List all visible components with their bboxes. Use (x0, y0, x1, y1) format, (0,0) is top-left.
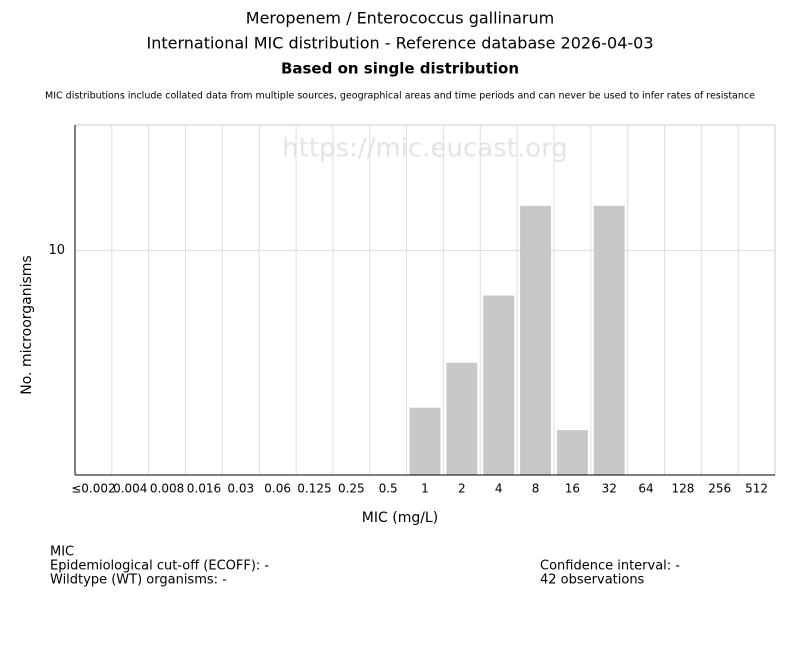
bar (593, 205, 625, 475)
bar (446, 362, 478, 475)
chart-subtitle: International MIC distribution - Referen… (146, 34, 653, 53)
footer-text: Confidence interval: - (540, 559, 680, 574)
x-tick-label: 0.25 (338, 482, 365, 496)
x-tick-label: 4 (495, 482, 503, 496)
y-tick-label: 10 (48, 243, 65, 258)
x-tick-label: ≤0.002 (71, 482, 115, 496)
footer-text: Epidemiological cut-off (ECOFF): - (50, 559, 269, 574)
x-tick-label: 0.016 (187, 482, 221, 496)
x-tick-label: 64 (638, 482, 653, 496)
x-tick-label: 128 (671, 482, 694, 496)
bar (483, 295, 515, 475)
x-tick-label: 0.5 (379, 482, 398, 496)
bar (520, 205, 551, 475)
bar (409, 407, 441, 475)
x-tick-label: 16 (565, 482, 580, 496)
x-tick-label: 256 (708, 482, 731, 496)
watermark: https://mic.eucast.org (282, 134, 568, 164)
x-tick-label: 2 (458, 482, 466, 496)
x-tick-label: 0.03 (227, 482, 254, 496)
x-tick-label: 0.008 (150, 482, 184, 496)
footer-text: MIC (50, 545, 74, 560)
x-tick-label: 1 (421, 482, 429, 496)
x-tick-label: 8 (532, 482, 540, 496)
x-tick-label: 512 (745, 482, 768, 496)
chart-title: Meropenem / Enterococcus gallinarum (246, 9, 554, 28)
x-tick-label: 32 (602, 482, 617, 496)
bar (556, 430, 588, 475)
x-tick-label: 0.06 (264, 482, 291, 496)
x-tick-label: 0.004 (113, 482, 147, 496)
chart-subheading: Based on single distribution (281, 60, 519, 78)
x-tick-label: 0.125 (297, 482, 331, 496)
footer-text: 42 observations (540, 573, 645, 588)
footer-text: Wildtype (WT) organisms: - (50, 573, 227, 588)
y-axis-label: No. microorganisms (19, 255, 35, 394)
x-axis-label: MIC (mg/L) (362, 510, 438, 526)
chart-note: MIC distributions include collated data … (45, 91, 755, 102)
